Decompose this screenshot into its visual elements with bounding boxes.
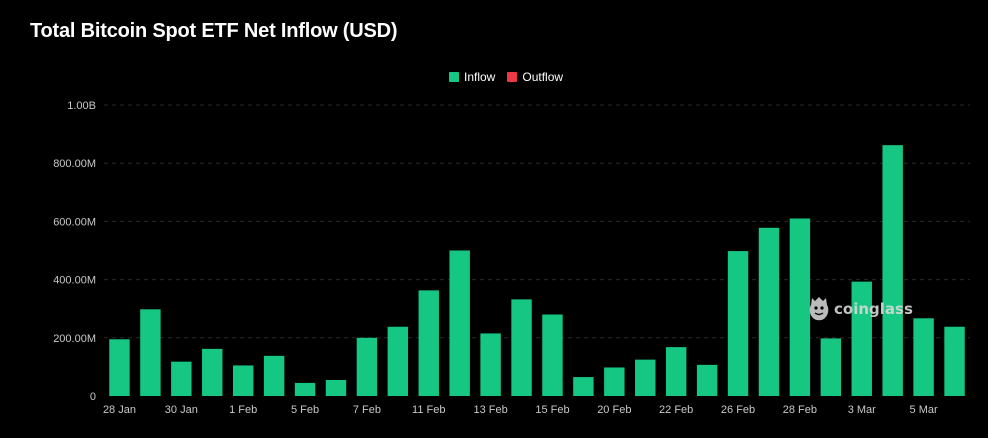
bar-inflow[interactable] <box>171 361 192 396</box>
bar-inflow[interactable] <box>851 281 872 396</box>
legend-swatch-inflow <box>449 72 459 82</box>
bar-inflow[interactable] <box>604 367 625 396</box>
bar-inflow[interactable] <box>418 290 439 396</box>
x-tick-label: 5 Mar <box>910 404 938 416</box>
bar-inflow[interactable] <box>789 218 811 396</box>
bar-inflow[interactable] <box>232 365 254 396</box>
legend-swatch-outflow <box>507 72 518 82</box>
legend-item-outflow[interactable]: Outflow <box>507 70 563 84</box>
chart-title: Total Bitcoin Spot ETF Net Inflow (USD) <box>30 20 398 42</box>
bar-inflow[interactable] <box>696 364 718 396</box>
legend-label-inflow: Inflow <box>464 70 496 84</box>
y-tick-label: 1.00B <box>67 100 96 112</box>
chart-legend: Inflow Outflow <box>449 70 563 84</box>
y-tick-label: 0 <box>90 391 96 403</box>
bar-inflow[interactable] <box>665 347 687 396</box>
y-tick-label: 800.00M <box>53 158 96 170</box>
bar-inflow[interactable] <box>820 338 842 396</box>
x-tick-label: 26 Feb <box>721 404 755 416</box>
bar-inflow[interactable] <box>913 318 934 396</box>
bar-inflow[interactable] <box>944 326 965 396</box>
bar-inflow[interactable] <box>263 355 285 396</box>
bar-inflow[interactable] <box>449 250 470 397</box>
x-tick-label: 11 Feb <box>412 404 445 416</box>
x-tick-label: 5 Feb <box>291 404 319 416</box>
x-tick-label: 22 Feb <box>659 404 693 416</box>
bar-inflow[interactable] <box>511 299 532 396</box>
x-tick-label: 15 Feb <box>535 404 569 416</box>
y-tick-label: 600.00M <box>53 216 96 228</box>
bar-inflow[interactable] <box>387 326 409 396</box>
bars <box>109 145 965 397</box>
x-tick-label: 3 Mar <box>848 404 876 416</box>
legend-label-outflow: Outflow <box>522 70 564 84</box>
bar-inflow[interactable] <box>635 359 656 396</box>
bar-inflow[interactable] <box>542 314 563 396</box>
bar-inflow[interactable] <box>294 382 316 396</box>
bar-inflow[interactable] <box>480 333 501 396</box>
bar-inflow[interactable] <box>325 379 347 396</box>
y-axis-ticks: 0 200.00M 400.00M 600.00M 800.00M 1.00B <box>53 100 96 403</box>
bar-inflow[interactable] <box>882 145 903 396</box>
x-tick-label: 20 Feb <box>597 404 631 416</box>
y-tick-label: 200.00M <box>53 333 96 345</box>
bar-inflow[interactable] <box>140 309 161 396</box>
legend-item-inflow[interactable]: Inflow <box>449 70 495 84</box>
bar-inflow[interactable] <box>573 377 594 396</box>
bar-inflow[interactable] <box>727 251 749 396</box>
watermark: coinglass <box>808 296 913 322</box>
bar-inflow[interactable] <box>202 348 223 396</box>
x-tick-label: 7 Feb <box>353 404 381 416</box>
y-tick-label: 400.00M <box>53 275 96 287</box>
bar-inflow[interactable] <box>758 227 780 396</box>
coinglass-logo-icon <box>809 297 829 321</box>
x-tick-label: 28 Jan <box>103 404 136 416</box>
watermark-text: coinglass <box>834 300 913 318</box>
bar-inflow[interactable] <box>356 337 378 396</box>
x-tick-label: 1 Feb <box>229 404 257 416</box>
x-tick-label: 30 Jan <box>165 404 198 416</box>
x-tick-label: 28 Feb <box>783 404 817 416</box>
x-axis-ticks: 28 Jan 30 Jan 1 Feb 5 Feb 7 Feb 11 Feb 13 Feb 1… <box>103 404 938 416</box>
bar-inflow[interactable] <box>109 339 130 396</box>
x-tick-label: 13 Feb <box>473 404 507 416</box>
grid-lines <box>104 104 970 339</box>
